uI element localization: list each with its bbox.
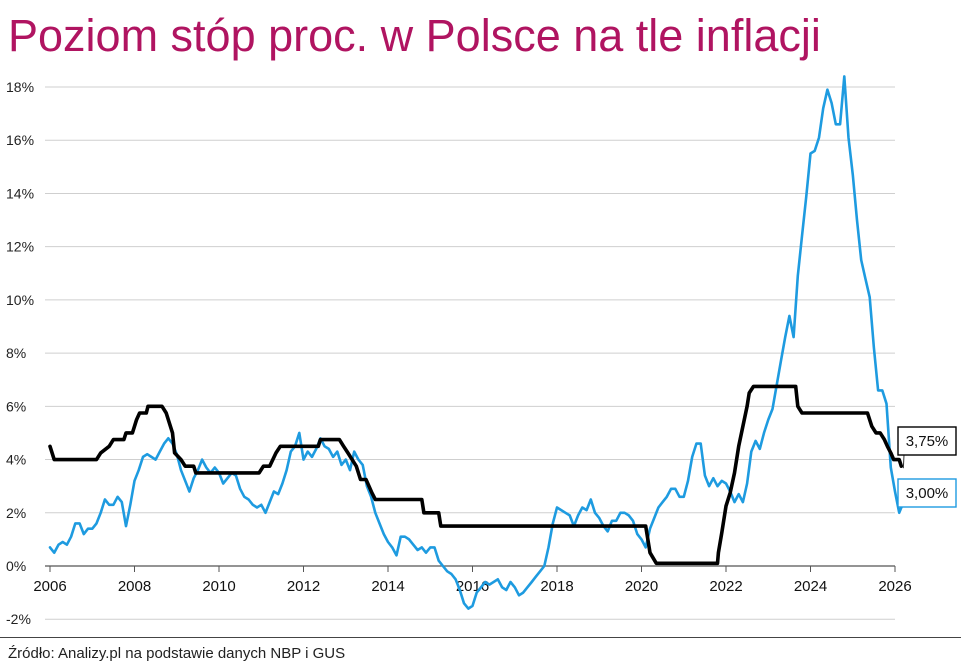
y-tick-label: 14% xyxy=(6,185,34,201)
y-tick-label: -2% xyxy=(6,611,31,627)
inflation-value-callout-label: 3,00% xyxy=(906,485,949,502)
series-lines xyxy=(48,75,905,610)
x-tick-label: 2020 xyxy=(625,578,658,595)
y-tick-label: 16% xyxy=(6,132,34,148)
x-tick-label: 2008 xyxy=(118,578,151,595)
x-tick-label: 2022 xyxy=(709,578,742,595)
x-axis-ticks: 2006 2008 2010 2012 2014 2016 2018 2020 2022 2024… xyxy=(33,578,911,595)
x-tick-label: 2018 xyxy=(540,578,573,595)
y-tick-label: 8% xyxy=(6,345,26,361)
x-tick-label: 2010 xyxy=(202,578,235,595)
y-tick-label: 12% xyxy=(6,239,34,255)
x-tick-label: 2016 xyxy=(456,578,489,595)
y-axis-ticks: -2% 0% 2% 4% 6% 8% 10% 12% 14% 16% 18% xyxy=(6,79,34,627)
footer-divider xyxy=(0,637,961,638)
callouts: 3,75% 3,00% xyxy=(897,426,957,508)
x-tick-label: 2024 xyxy=(794,578,827,595)
grid-lines xyxy=(45,86,895,620)
x-axis xyxy=(45,565,896,572)
y-tick-label: 18% xyxy=(6,79,34,95)
rate-value-callout-label: 3,75% xyxy=(906,433,949,450)
inflation-value-callout-box xyxy=(897,478,957,508)
rate-series-line xyxy=(48,384,904,566)
y-tick-label: 0% xyxy=(6,558,26,574)
source-note: Źródło: Analizy.pl na podstawie danych N… xyxy=(8,645,346,662)
x-tick-label: 2006 xyxy=(33,578,66,595)
inflation-series-line xyxy=(48,75,905,610)
y-tick-label: 10% xyxy=(6,292,34,308)
x-tick-label: 2026 xyxy=(878,578,911,595)
chart-title: Poziom stóp proc. w Polsce na tle inflac… xyxy=(8,10,821,61)
y-tick-label: 6% xyxy=(6,398,26,414)
x-tick-label: 2012 xyxy=(287,578,320,595)
y-tick-label: 4% xyxy=(6,452,26,468)
x-tick-label: 2014 xyxy=(371,578,404,595)
rate-callout-leader xyxy=(902,454,905,469)
y-tick-label: 2% xyxy=(6,505,26,521)
rate-value-callout-box xyxy=(897,426,957,456)
